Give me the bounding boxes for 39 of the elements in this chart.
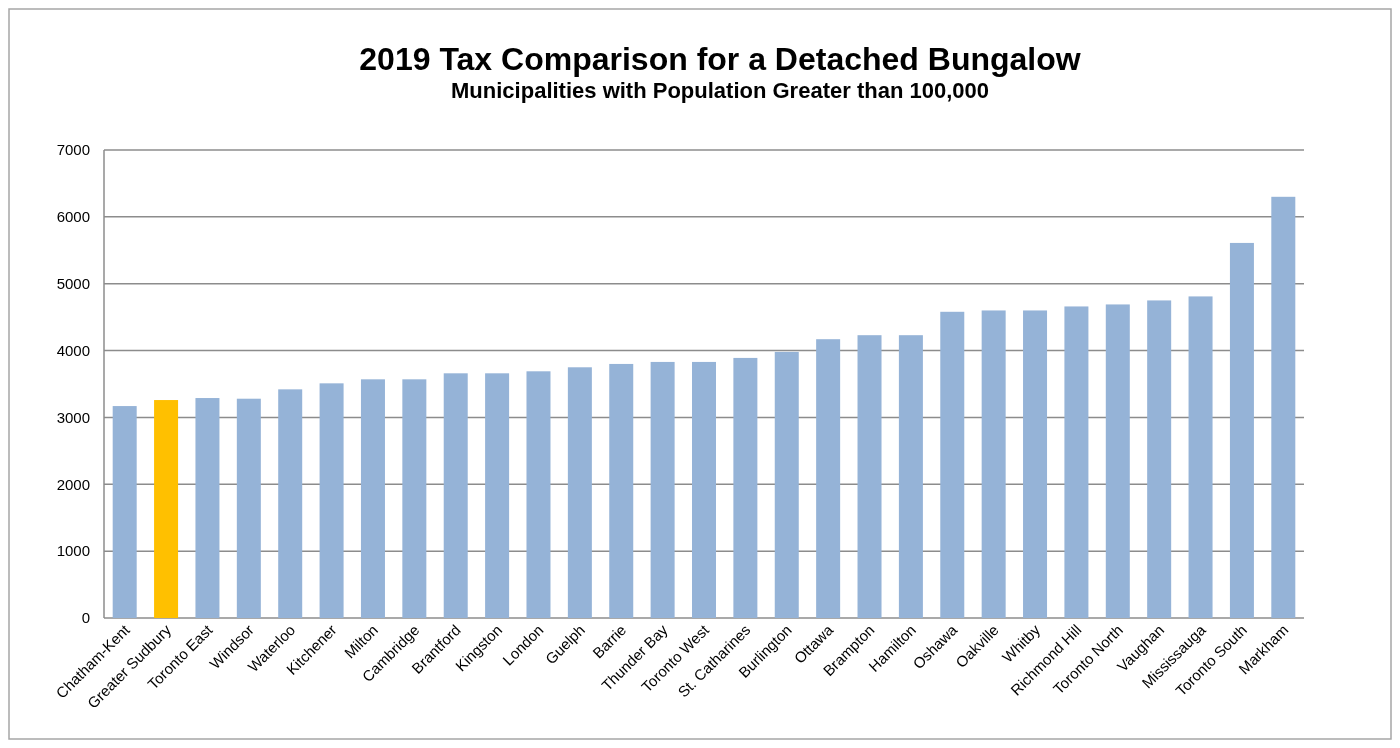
bar: [1105, 304, 1130, 618]
bar: [1188, 296, 1213, 618]
chart-subtitle: Municipalities with Population Greater than 100,000: [451, 78, 989, 103]
chart-title: 2019 Tax Comparison for a Detached Bungalow: [359, 41, 1081, 77]
bar: [1147, 300, 1172, 618]
y-tick-label: 4000: [56, 341, 90, 359]
bar: [236, 398, 261, 618]
bar: [567, 367, 592, 618]
bar: [485, 373, 510, 618]
y-tick-label: 3000: [56, 408, 90, 426]
y-tick-label: 1000: [56, 542, 90, 560]
bar: [1064, 306, 1089, 618]
bar: [940, 311, 965, 618]
bar: [692, 361, 716, 618]
bar: [443, 373, 468, 618]
y-tick-label: 5000: [56, 274, 90, 292]
bar: [733, 357, 758, 618]
y-tick-label: 2000: [56, 475, 90, 493]
bar: [402, 379, 427, 618]
y-tick-label: 0: [81, 609, 90, 627]
bar: [360, 379, 385, 618]
bar: [319, 383, 344, 618]
bar: [1229, 242, 1254, 618]
bar: [898, 335, 923, 618]
bar: [1271, 196, 1296, 618]
bar: [526, 371, 551, 618]
bar: [154, 400, 179, 618]
bar: [278, 389, 303, 618]
bar: [609, 363, 634, 618]
bar: [112, 406, 137, 618]
bar: [650, 361, 675, 618]
bar: [981, 310, 1006, 618]
bar: [774, 351, 799, 618]
bar: [195, 398, 220, 618]
bar: [857, 335, 882, 618]
bar: [1023, 310, 1048, 618]
y-tick-label: 6000: [56, 208, 90, 226]
bar: [816, 339, 841, 618]
y-tick-label: 7000: [56, 141, 90, 159]
